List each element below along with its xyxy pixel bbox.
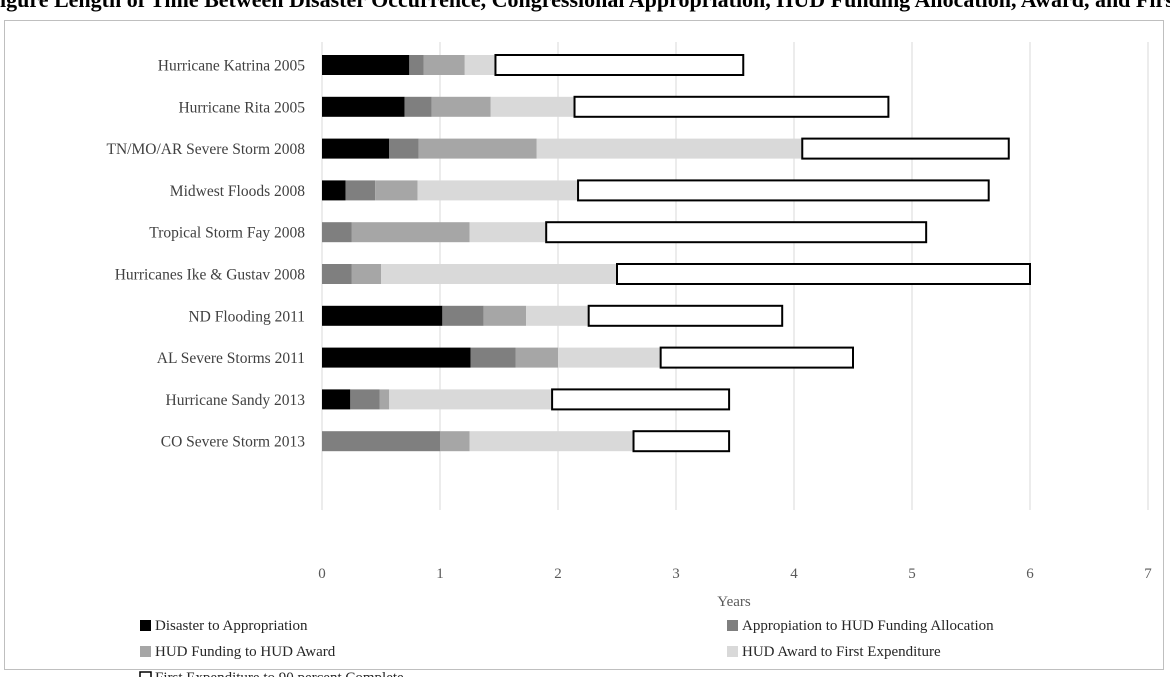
x-tick-label: 5 [908, 566, 916, 582]
bar-segment [417, 180, 579, 201]
category-label: CO Severe Storm 2013 [161, 434, 305, 451]
bar-segment [322, 138, 390, 159]
category-label: Tropical Storm Fay 2008 [149, 225, 305, 242]
bar-segment [469, 431, 634, 452]
bar-segment [483, 305, 527, 326]
x-tick-labels: 0 1 2 3 4 5 6 7 [318, 566, 1152, 582]
bar-segment [551, 388, 731, 411]
category-label: AL Severe Storms 2011 [157, 350, 305, 367]
bar-segment [322, 389, 351, 410]
x-tick-label: 7 [1144, 566, 1152, 582]
legend-label: HUD Funding to HUD Award [155, 644, 336, 660]
figure-title-text: igure Length of Time Between Disaster Oc… [0, 0, 1170, 14]
bar-segment [587, 304, 784, 327]
bar-segment [322, 55, 410, 75]
bar-segment [375, 180, 418, 201]
bar-segment [322, 96, 405, 117]
bar-segment [404, 96, 432, 117]
bar-segment [464, 55, 496, 75]
bar-segment [573, 95, 890, 118]
category-label: Midwest Floods 2008 [170, 183, 305, 200]
bar-segment [381, 264, 617, 284]
bar-segment [659, 346, 854, 369]
category-label: Hurricanes Ike & Gustav 2008 [115, 267, 306, 284]
bar-segment [577, 179, 990, 202]
bar-segment [545, 221, 928, 244]
x-tick-label: 4 [790, 566, 798, 582]
legend-label: First Expenditure to 90 percent Complete [155, 670, 404, 677]
legend-swatch [140, 620, 151, 631]
bar-segment [423, 55, 465, 75]
bar-segment [494, 54, 745, 76]
category-label: ND Flooding 2011 [188, 308, 305, 325]
x-axis-title: Years [717, 594, 751, 610]
bar-segment [350, 389, 380, 410]
x-tick-label: 1 [436, 566, 444, 582]
x-tick-label: 3 [672, 566, 680, 582]
legend-swatch [727, 620, 738, 631]
bar-segment [322, 222, 352, 243]
bar-segment [322, 347, 471, 368]
legend-label: HUD Award to First Expenditure [742, 644, 941, 660]
bar-segment [322, 264, 352, 284]
category-label: TN/MO/AR Severe Storm 2008 [107, 141, 306, 158]
bar-segment [389, 389, 553, 410]
legend-label: Disaster to Appropriation [155, 618, 308, 634]
bar-segment [389, 138, 419, 159]
bar-segment [616, 263, 1031, 285]
x-tick-label: 6 [1026, 566, 1034, 582]
bar-segment [322, 305, 443, 326]
bar-segment [345, 180, 376, 201]
legend-swatch [727, 646, 738, 657]
bar-segment [558, 347, 661, 368]
bar-segment [379, 389, 390, 410]
bar-segment [351, 264, 381, 284]
bar-segment [490, 96, 575, 117]
category-label: Hurricane Katrina 2005 [158, 58, 305, 75]
bar-segment [469, 222, 547, 243]
bar-segment [431, 96, 491, 117]
bar-segment [515, 347, 558, 368]
bars [322, 54, 1031, 453]
category-label: Hurricane Rita 2005 [178, 99, 305, 116]
bar-segment [322, 180, 346, 201]
legend-swatch [140, 646, 151, 657]
bar-segment [470, 347, 516, 368]
bar-segment [632, 430, 731, 453]
bar-segment [409, 55, 424, 75]
bar-segment [526, 305, 589, 326]
figure-title: igure Length of Time Between Disaster Oc… [0, 0, 1170, 20]
bar-segment [351, 222, 470, 243]
bar-segment [322, 431, 440, 452]
legend-label: Appropiation to HUD Funding Allocation [742, 618, 994, 634]
chart-frame [4, 20, 1164, 670]
x-tick-label: 0 [318, 566, 326, 582]
bar-segment [536, 138, 803, 159]
bar-segment [440, 431, 470, 452]
bar-segment [801, 137, 1010, 160]
category-labels: Hurricane Katrina 2005 Hurricane Rita 200… [107, 58, 306, 451]
legend: Disaster to Appropriation Appropiation to… [139, 618, 994, 677]
x-tick-label: 2 [554, 566, 562, 582]
legend-swatch [139, 671, 152, 677]
category-label: Hurricane Sandy 2013 [166, 392, 306, 409]
bar-segment [442, 305, 484, 326]
bar-segment [418, 138, 537, 159]
